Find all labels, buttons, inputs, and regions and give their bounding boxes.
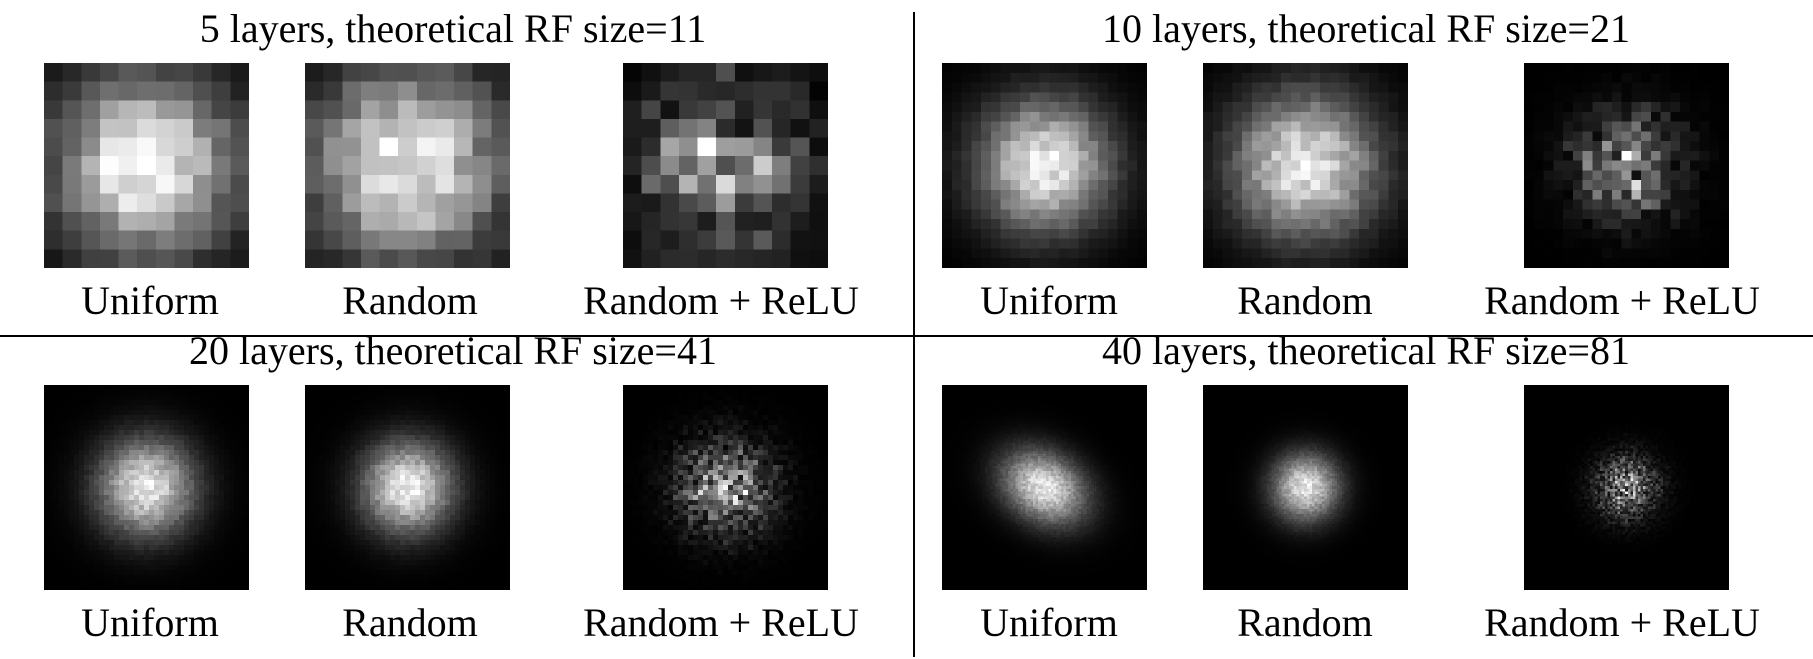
rf-heatmap-random xyxy=(1203,385,1408,590)
rf-heatmap-random xyxy=(305,385,510,590)
rf-heatmap-random-relu xyxy=(623,385,828,590)
panel-title: 10 layers, theoretical RF size=21 xyxy=(1102,6,1630,51)
rf-cell-random-relu: Random + ReLU xyxy=(583,0,883,323)
rf-heatmap-random-relu xyxy=(623,63,828,268)
rf-heatmap-uniform xyxy=(44,385,249,590)
rf-label: Random + ReLU xyxy=(583,600,859,645)
rf-label: Random xyxy=(1237,600,1373,645)
rf-cell-random-relu: Random + ReLU xyxy=(583,322,883,645)
rf-heatmap-uniform xyxy=(942,385,1147,590)
horizontal-divider xyxy=(0,335,1813,337)
rf-label: Uniform xyxy=(980,600,1118,645)
rf-label: Uniform xyxy=(81,600,219,645)
rf-cell-random-relu: Random + ReLU xyxy=(1484,0,1796,323)
rf-heatmap-random xyxy=(305,63,510,268)
rf-cell-random: Random xyxy=(260,0,560,323)
panel-20-layers: 20 layers, theoretical RF size=41 Unifor… xyxy=(0,322,906,645)
panel-title: 40 layers, theoretical RF size=81 xyxy=(1102,328,1630,373)
rf-label: Random + ReLU xyxy=(1484,600,1760,645)
rf-cell-uniform: Uniform xyxy=(913,0,1213,323)
rf-heatmap-random xyxy=(1203,63,1408,268)
rf-label: Random xyxy=(342,600,478,645)
rf-cell-uniform: Uniform xyxy=(0,0,300,323)
rf-cell-uniform: Uniform xyxy=(913,322,1213,645)
rf-label: Random + ReLU xyxy=(583,278,859,323)
panel-10-layers: 10 layers, theoretical RF size=21 Unifor… xyxy=(913,0,1813,323)
panel-title: 5 layers, theoretical RF size=11 xyxy=(199,6,707,51)
rf-heatmap-random-relu xyxy=(1524,385,1729,590)
rf-cell-random-relu: Random + ReLU xyxy=(1484,322,1796,645)
vertical-divider xyxy=(913,12,915,657)
rf-label: Random + ReLU xyxy=(1484,278,1760,323)
rf-cell-uniform: Uniform xyxy=(0,322,300,645)
panel-5-layers: 5 layers, theoretical RF size=11 Uniform… xyxy=(0,0,906,323)
panel-title: 20 layers, theoretical RF size=41 xyxy=(189,328,717,373)
rf-cell-random: Random xyxy=(260,322,560,645)
rf-cell-random: Random xyxy=(1173,0,1473,323)
rf-heatmap-uniform xyxy=(942,63,1147,268)
panel-40-layers: 40 layers, theoretical RF size=81 Unifor… xyxy=(913,322,1813,645)
rf-label: Random xyxy=(342,278,478,323)
rf-label: Random xyxy=(1237,278,1373,323)
rf-label: Uniform xyxy=(980,278,1118,323)
rf-heatmap-random-relu xyxy=(1524,63,1729,268)
rf-cell-random: Random xyxy=(1173,322,1473,645)
rf-heatmap-uniform xyxy=(44,63,249,268)
rf-label: Uniform xyxy=(81,278,219,323)
